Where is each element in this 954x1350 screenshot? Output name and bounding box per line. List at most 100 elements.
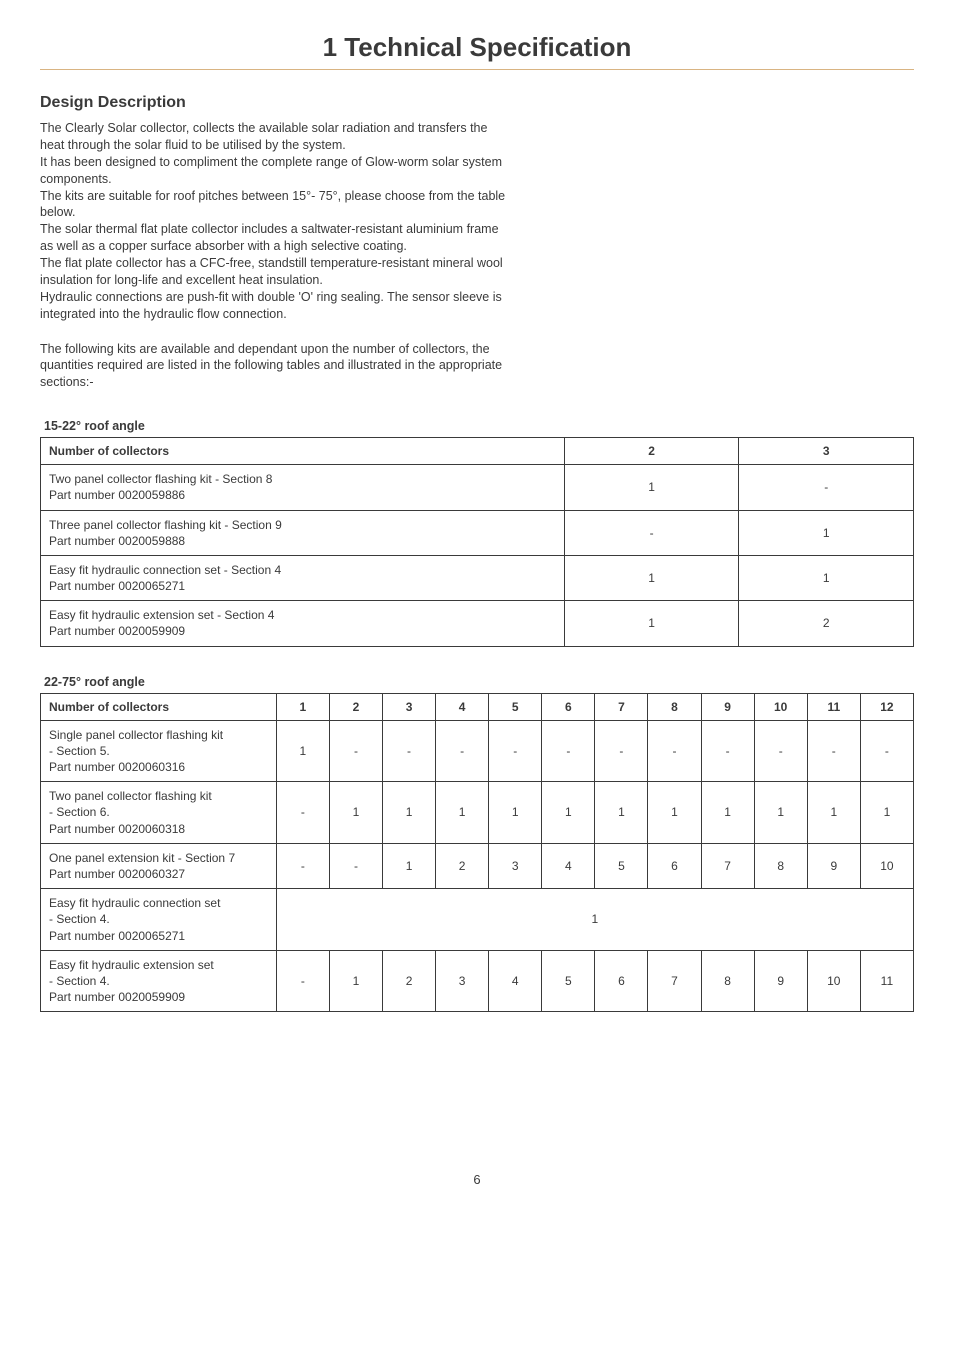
label-line: Easy fit hydraulic connection set - Sect…	[49, 563, 281, 577]
section-heading: Design Description	[40, 94, 914, 112]
cell: -	[542, 720, 595, 782]
cell: 1	[860, 782, 913, 844]
cell: 8	[701, 950, 754, 1012]
cell-label: Two panel collector flashing kit - Secti…	[41, 465, 565, 510]
cell: 2	[382, 950, 435, 1012]
cell: 5	[542, 950, 595, 1012]
cell: -	[489, 720, 542, 782]
body-text: The Clearly Solar collector, collects th…	[40, 120, 510, 391]
table1-caption: 15-22° roof angle	[44, 419, 914, 433]
cell: 3	[489, 843, 542, 888]
label-line: Part number 0020059888	[49, 534, 185, 548]
label-line: Easy fit hydraulic extension set - Secti…	[49, 608, 274, 622]
cell: 1	[436, 782, 489, 844]
header-cell: 7	[595, 693, 648, 720]
cell: -	[754, 720, 807, 782]
cell: 10	[860, 843, 913, 888]
header-cell: 4	[436, 693, 489, 720]
cell: -	[807, 720, 860, 782]
cell: 1	[564, 465, 739, 510]
cell: 6	[595, 950, 648, 1012]
cell-label: Easy fit hydraulic extension set - Secti…	[41, 950, 277, 1012]
label-line: Part number 0020059909	[49, 624, 185, 638]
cell: -	[329, 843, 382, 888]
header-cell: 11	[807, 693, 860, 720]
cell-label: Easy fit hydraulic connection set - Sect…	[41, 555, 565, 600]
header-cell: 6	[542, 693, 595, 720]
paragraph: Hydraulic connections are push-fit with …	[40, 289, 510, 323]
cell: 1	[276, 720, 329, 782]
header-cell: 9	[701, 693, 754, 720]
cell: -	[276, 782, 329, 844]
cell: 1	[739, 510, 914, 555]
paragraph: The solar thermal flat plate collector i…	[40, 221, 510, 255]
cell-label: Easy fit hydraulic connection set - Sect…	[41, 889, 277, 951]
cell: 2	[739, 601, 914, 646]
cell: 1	[329, 782, 382, 844]
header-cell: 5	[489, 693, 542, 720]
table-22-75: Number of collectors 1 2 3 4 5 6 7 8 9 1…	[40, 693, 914, 1013]
cell: 11	[860, 950, 913, 1012]
cell: 4	[489, 950, 542, 1012]
label-line: Two panel collector flashing kit - Secti…	[49, 472, 272, 486]
table-row: Two panel collector flashing kit - Secti…	[41, 465, 914, 510]
label-line: Single panel collector flashing kit	[49, 728, 223, 742]
label-line: Easy fit hydraulic connection set	[49, 896, 220, 910]
cell: 1	[489, 782, 542, 844]
cell: 10	[807, 950, 860, 1012]
paragraph: The kits are suitable for roof pitches b…	[40, 188, 510, 222]
label-line: Part number 0020065271	[49, 579, 185, 593]
cell: -	[648, 720, 701, 782]
label-line: Part number 0020065271	[49, 929, 185, 943]
label-line: One panel extension kit - Section 7	[49, 851, 235, 865]
cell: 7	[648, 950, 701, 1012]
table-row: Two panel collector flashing kit - Secti…	[41, 782, 914, 844]
paragraph: The following kits are available and dep…	[40, 341, 510, 392]
table2-caption: 22-75° roof angle	[44, 675, 914, 689]
label-line: Easy fit hydraulic extension set	[49, 958, 214, 972]
cell-label: Two panel collector flashing kit - Secti…	[41, 782, 277, 844]
cell: 1	[564, 555, 739, 600]
cell: 4	[542, 843, 595, 888]
header-cell: 12	[860, 693, 913, 720]
label-line: Part number 0020060327	[49, 867, 185, 881]
cell: 1	[754, 782, 807, 844]
label-line: Part number 0020059886	[49, 488, 185, 502]
paragraph: The Clearly Solar collector, collects th…	[40, 120, 510, 154]
label-line: - Section 4.	[49, 912, 110, 926]
header-cell: Number of collectors	[41, 438, 565, 465]
cell: 1	[329, 950, 382, 1012]
cell: 1	[564, 601, 739, 646]
cell: -	[739, 465, 914, 510]
cell: 1	[701, 782, 754, 844]
table-header-row: Number of collectors 1 2 3 4 5 6 7 8 9 1…	[41, 693, 914, 720]
cell: -	[701, 720, 754, 782]
label-line: - Section 6.	[49, 805, 110, 819]
cell-label: Easy fit hydraulic extension set - Secti…	[41, 601, 565, 646]
cell: 1	[382, 782, 435, 844]
cell-spanned: 1	[276, 889, 913, 951]
header-cell: Number of collectors	[41, 693, 277, 720]
cell: -	[382, 720, 435, 782]
cell: 6	[648, 843, 701, 888]
table-row: Easy fit hydraulic extension set - Secti…	[41, 601, 914, 646]
paragraph: It has been designed to compliment the c…	[40, 154, 510, 188]
cell: -	[276, 843, 329, 888]
cell: 1	[382, 843, 435, 888]
header-cell: 2	[329, 693, 382, 720]
table-row: Easy fit hydraulic connection set - Sect…	[41, 889, 914, 951]
label-line: - Section 5.	[49, 744, 110, 758]
cell: 1	[648, 782, 701, 844]
table-row: One panel extension kit - Section 7 Part…	[41, 843, 914, 888]
label-line: Three panel collector flashing kit - Sec…	[49, 518, 282, 532]
cell: 1	[807, 782, 860, 844]
header-cell: 1	[276, 693, 329, 720]
cell: 8	[754, 843, 807, 888]
cell: -	[329, 720, 382, 782]
cell: 2	[436, 843, 489, 888]
label-line: Part number 0020060318	[49, 822, 185, 836]
table-row: Easy fit hydraulic extension set - Secti…	[41, 950, 914, 1012]
page-title: 1 Technical Specification	[40, 32, 914, 63]
label-line: - Section 4.	[49, 974, 110, 988]
cell: -	[595, 720, 648, 782]
